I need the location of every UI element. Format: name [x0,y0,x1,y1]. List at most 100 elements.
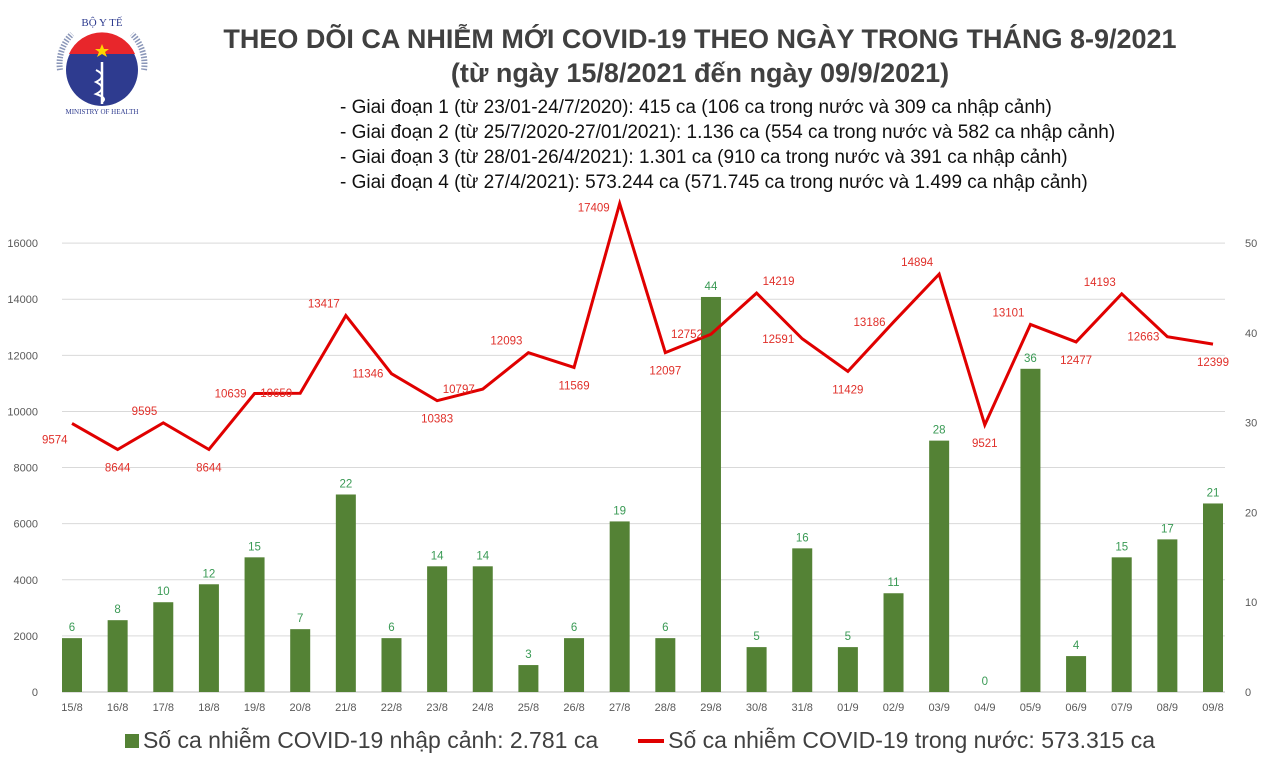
bar-label: 5 [845,631,851,643]
bar-label: 15 [248,541,261,553]
x-axis-tick: 06/9 [1065,702,1086,714]
svg-text:MINISTRY OF HEALTH: MINISTRY OF HEALTH [66,108,139,116]
line-label: 13417 [308,299,340,311]
right-axis-tick: 40 [1245,328,1257,340]
bar [883,593,904,692]
line-series [71,198,1214,452]
bar [700,296,721,692]
bar-label: 0 [982,676,988,688]
chart-title: THEO DÕI CA NHIỄM MỚI COVID-19 THEO NGÀY… [180,22,1220,90]
line-label: 8644 [105,462,131,474]
bar [62,638,82,692]
x-axis-tick: 29/8 [700,702,721,714]
line-label: 9574 [42,434,68,446]
bar-label: 3 [525,649,531,661]
x-axis-tick: 15/8 [61,702,82,714]
chart-plot: 0 2000 4000 6000 8000 10000 12000 14000 16000 0 10… [7,198,1257,714]
line-label: 12663 [1127,332,1159,344]
line-label: 12477 [1060,355,1092,367]
x-axis-tick: 16/8 [107,702,128,714]
left-axis-tick: 16000 [7,238,38,250]
left-axis-tick: 14000 [7,294,38,306]
bar-label: 8 [114,604,120,616]
line-label: 14193 [1084,277,1116,289]
left-axis-tick: 6000 [14,519,38,531]
bar [153,602,174,692]
line-label: 12752 [671,329,703,341]
x-axis-tick: 21/8 [335,702,356,714]
x-axis-tick: 03/9 [928,702,949,714]
line-label: 9521 [972,438,998,450]
line-label: 14894 [901,257,934,269]
bar [746,647,767,692]
bar-label: 5 [753,631,759,643]
note-phase-2: - Giai đoạn 2 (từ 25/7/2020-27/01/2021):… [340,122,1116,143]
bar-label: 6 [571,622,577,634]
right-axis-tick: 30 [1245,418,1257,430]
bar [1020,368,1041,692]
bar-label: 4 [1073,640,1080,652]
bar-label: 14 [431,550,444,562]
note-phase-3: - Giai đoạn 3 (từ 28/01-26/4/2021): 1.30… [340,147,1068,168]
left-axis-tick: 0 [32,687,38,699]
line-label: 12097 [649,366,681,378]
legend-label-line: Số ca nhiễm COVID-19 trong nước: 573.315… [668,727,1156,753]
x-axis-tick: 17/8 [153,702,174,714]
x-axis-tick: 28/8 [655,702,676,714]
bar [244,557,265,692]
bar-label: 19 [613,505,626,517]
bar [609,521,630,692]
line-label: 12591 [762,334,794,346]
line-label: 17409 [578,203,610,215]
bar-label: 36 [1024,353,1037,365]
line-label: 11569 [558,380,589,392]
x-axis-tick: 01/9 [837,702,858,714]
phase-notes: - Giai đoạn 1 (từ 23/01-24/7/2020): 415 … [340,95,1115,195]
x-axis-tick: 19/8 [244,702,265,714]
bar [290,629,311,692]
bar-label: 22 [339,478,352,490]
x-axis-tick: 04/9 [974,702,995,714]
bar [1111,557,1132,692]
line-label: 10797 [443,384,475,396]
x-axis-tick: 07/9 [1111,702,1132,714]
note-phase-1: - Giai đoạn 1 (từ 23/01-24/7/2020): 415 … [340,97,1052,118]
bar [929,440,950,692]
bar [792,548,813,692]
line-label: 12093 [490,336,522,348]
bar-label: 44 [705,281,718,293]
line-label: 14219 [763,276,795,288]
line-label: 13101 [992,307,1024,319]
bar-label: 12 [203,568,216,580]
x-axis-tick: 27/8 [609,702,630,714]
legend: Số ca nhiễm COVID-19 nhập cảnh: 2.781 ca… [0,727,1280,754]
title-line-2: (từ ngày 15/8/2021 đến ngày 09/9/2021) [450,58,950,88]
left-axis-tick: 2000 [14,631,38,643]
x-axis-tick: 24/8 [472,702,493,714]
bar-label: 6 [662,622,668,634]
x-axis-tick: 22/8 [381,702,402,714]
svg-text:BỘ Y TẾ: BỘ Y TẾ [81,16,122,29]
x-axis-tick: 26/8 [563,702,584,714]
x-axis-tick: 31/8 [792,702,813,714]
line-label: 10383 [421,414,453,426]
right-axis-tick: 10 [1245,597,1257,609]
bar [427,566,448,692]
x-axis-tick: 30/8 [746,702,767,714]
line-label: 9595 [132,406,158,418]
x-axis-tick: 02/9 [883,702,904,714]
bar-label: 11 [888,577,900,589]
bar-label: 17 [1161,523,1174,535]
bar [655,638,676,692]
x-axis-tick: 18/8 [198,702,219,714]
title-line-1: THEO DÕI CA NHIỄM MỚI COVID-19 THEO NGÀY… [223,24,1177,54]
bar-label: 28 [933,425,946,437]
bar-label: 7 [297,613,303,625]
bar-label: 15 [1115,541,1128,553]
bar [518,665,539,692]
line-label: 8644 [196,462,222,474]
left-axis-tick: 8000 [14,463,38,475]
right-axis-tick: 20 [1245,507,1257,519]
bar [564,638,585,692]
legend-item-bar: Số ca nhiễm COVID-19 nhập cảnh: 2.781 ca [124,727,598,754]
